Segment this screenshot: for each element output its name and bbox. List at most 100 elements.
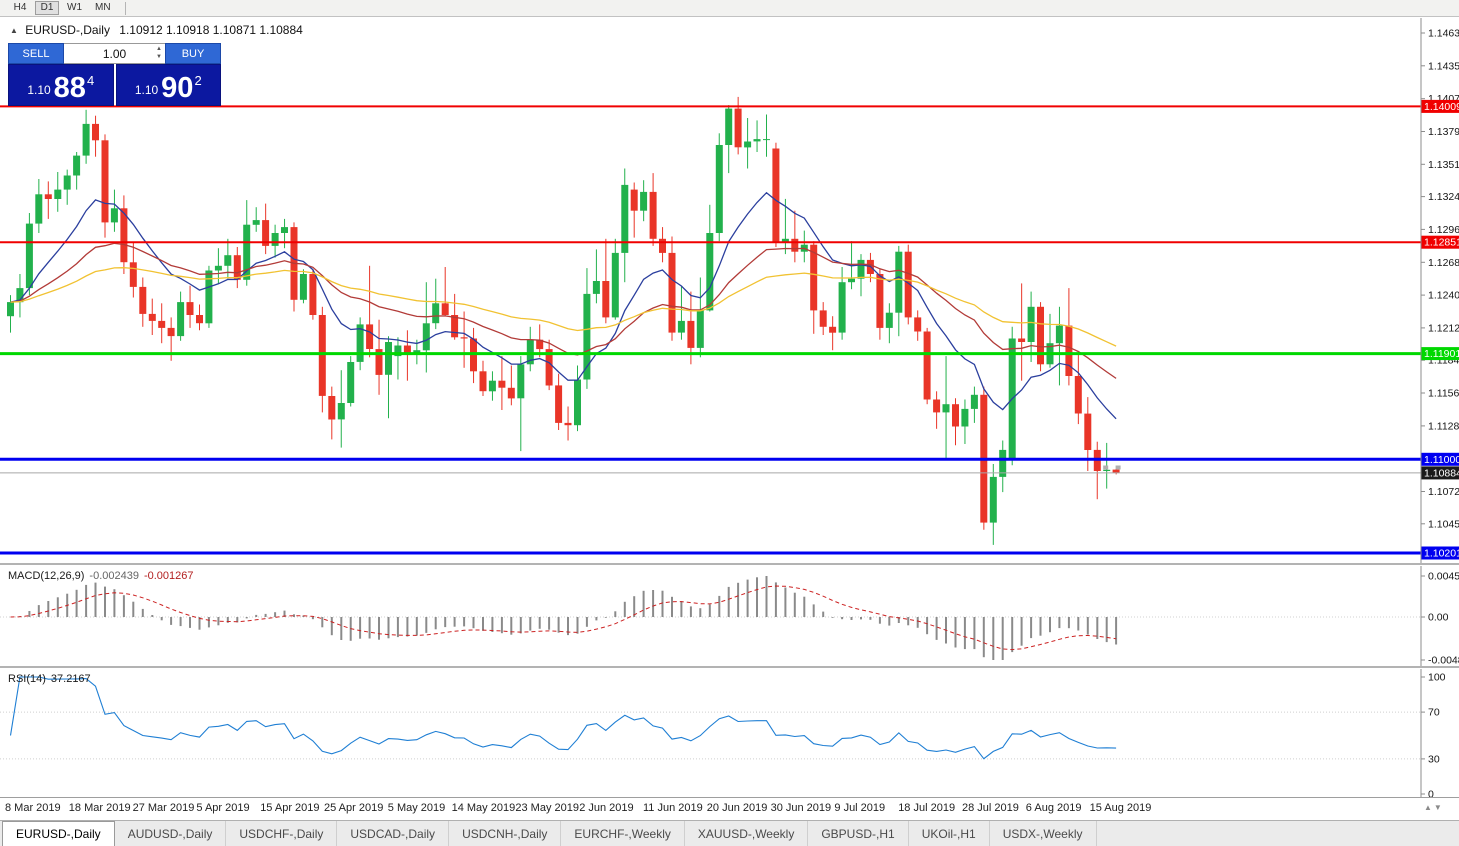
axis-scroll-arrows[interactable]: ▲▼ xyxy=(1424,803,1444,812)
level-price-badge-1.12851 xyxy=(1421,235,1459,249)
candle-body xyxy=(1065,325,1073,376)
date-label: 30 Jun 2019 xyxy=(770,802,832,814)
date-label: 14 May 2019 xyxy=(451,802,516,814)
candle-body xyxy=(507,387,515,399)
moving-average-30 xyxy=(10,242,1117,379)
candle-body xyxy=(885,312,893,328)
chart-tab-eurusd-daily[interactable]: EURUSD-,Daily xyxy=(2,821,115,846)
toolbar-divider xyxy=(124,1,126,15)
candle-body xyxy=(933,399,941,413)
candle-body xyxy=(262,220,270,246)
macd-signal-value: -0.001267 xyxy=(143,570,194,582)
candle-body xyxy=(205,270,213,324)
volume-value: 1.00 xyxy=(102,46,127,61)
candle-body xyxy=(318,315,326,396)
candle-body xyxy=(299,274,307,300)
price-tick-label: 1.13795 xyxy=(1428,126,1459,138)
date-label: 18 Mar 2019 xyxy=(68,802,131,814)
candle-body xyxy=(196,315,203,324)
chart-tab-usdcnh-daily[interactable]: USDCNH-,Daily xyxy=(449,821,562,846)
candle-body xyxy=(1112,469,1120,473)
date-axis[interactable]: 8 Mar 2019 18 Mar 2019 27 Mar 2019 5 Apr 20… xyxy=(0,798,1421,820)
chart-tabbar: EURUSD-,Daily AUDUSD-,Daily USDCHF-,Daily U… xyxy=(0,820,1459,846)
candle-body xyxy=(536,339,544,350)
macd-indicator-panel[interactable]: 0.004517 0.00 -0.004806 xyxy=(0,566,1459,667)
main-price-chart[interactable]: 1.146351.143551.140751.137951.135151.132… xyxy=(0,18,1459,563)
panel-divider-rsi[interactable] xyxy=(0,666,1459,668)
sell-price-box[interactable]: 1.10 88 4 xyxy=(8,64,114,106)
candle-body xyxy=(696,310,704,348)
candle-body xyxy=(895,251,903,313)
chart-tab-usdx-weekly[interactable]: USDX-,Weekly xyxy=(990,821,1097,846)
candle-body xyxy=(1103,469,1111,471)
candle-body xyxy=(810,244,818,311)
candle-body xyxy=(148,313,156,321)
timeframe-d1-button[interactable]: D1 xyxy=(35,1,59,15)
buy-price-prefix: 1.10 xyxy=(134,83,159,97)
moving-average-60 xyxy=(10,267,1117,347)
chart-tab-usdchf-daily[interactable]: USDCHF-,Daily xyxy=(226,821,338,846)
candle-body xyxy=(233,255,241,280)
candle-body xyxy=(904,251,912,318)
scroll-up-icon[interactable]: ▲ xyxy=(1424,803,1434,812)
buy-button[interactable]: BUY xyxy=(165,43,221,64)
date-label: 28 Jul 2019 xyxy=(962,802,1019,814)
level-price-badge-1.11901 xyxy=(1421,347,1459,361)
macd-name: MACD(12,26,9) xyxy=(8,570,85,582)
chart-tab-audusd-daily[interactable]: AUDUSD-,Daily xyxy=(115,821,227,846)
candle-body xyxy=(1018,338,1026,342)
candle-body xyxy=(526,339,534,365)
moving-average-12 xyxy=(10,191,1117,420)
price-tick-label: 1.13240 xyxy=(1428,191,1459,203)
scroll-down-icon[interactable]: ▼ xyxy=(1433,803,1444,812)
timeframe-w1-button[interactable]: W1 xyxy=(62,1,87,15)
candle-body xyxy=(781,238,789,243)
chart-tab-usdcad-daily[interactable]: USDCAD-,Daily xyxy=(337,821,450,846)
candle-body xyxy=(214,265,222,271)
candle-body xyxy=(44,194,52,199)
timeframe-mn-button[interactable]: MN xyxy=(90,1,116,15)
price-tick-label: 1.12680 xyxy=(1428,257,1459,269)
candle-body xyxy=(772,148,780,243)
candle-body xyxy=(309,274,317,315)
timeframe-h4-button[interactable]: H4 xyxy=(8,1,32,15)
buy-price-box[interactable]: 1.10 90 2 xyxy=(115,64,221,106)
chart-tab-ukoil-h1[interactable]: UKOil-,H1 xyxy=(909,821,990,846)
level-price-badge-1.14009 xyxy=(1421,99,1459,113)
level-price-badge-1.10201 xyxy=(1421,546,1459,560)
sell-button[interactable]: SELL xyxy=(8,43,64,64)
rsi-indicator-panel[interactable]: 100 70 30 0 xyxy=(0,669,1459,801)
candle-body xyxy=(356,324,364,362)
collapse-triangle-icon[interactable]: ▲ xyxy=(10,26,18,35)
candlestick-series xyxy=(7,96,1120,545)
date-label: 25 Apr 2019 xyxy=(324,802,384,814)
candle-body xyxy=(375,349,383,375)
candle-body xyxy=(819,310,827,327)
chart-symbol-title: ▲ EURUSD-,Daily 1.10912 1.10918 1.10871 … xyxy=(10,23,303,37)
chart-tab-xauusd-weekly[interactable]: XAUUSD-,Weekly xyxy=(685,821,809,846)
chart-tab-eurchf-weekly[interactable]: EURCHF-,Weekly xyxy=(561,821,685,846)
price-tick-label: 1.10725 xyxy=(1428,486,1459,498)
date-label: 5 Apr 2019 xyxy=(196,802,250,814)
volume-stepper[interactable]: ▲ ▼ xyxy=(156,45,162,61)
rsi-label: RSI(14) 37.2167 xyxy=(8,673,91,685)
price-marker xyxy=(1103,465,1109,470)
date-label: 20 Jun 2019 xyxy=(706,802,768,814)
stepper-up-icon[interactable]: ▲ xyxy=(156,46,162,52)
rsi-axis-label: 30 xyxy=(1428,753,1440,765)
candle-body xyxy=(488,380,496,392)
candle-body xyxy=(725,108,733,145)
chart-tab-gbpusd-h1[interactable]: GBPUSD-,H1 xyxy=(808,821,909,846)
candle-body xyxy=(139,286,147,314)
panel-divider-macd[interactable] xyxy=(0,563,1459,565)
svg-text:1.10201: 1.10201 xyxy=(1424,548,1459,560)
candle-body xyxy=(659,238,666,253)
candle-body xyxy=(838,282,846,333)
candle-body xyxy=(167,327,175,337)
stepper-down-icon[interactable]: ▼ xyxy=(156,54,162,60)
candle-body xyxy=(914,317,922,332)
one-click-trading-panel: SELL 1.00 ▲ ▼ BUY 1.10 88 4 1.10 90 2 xyxy=(8,43,221,106)
candle-body xyxy=(337,403,345,420)
candle-body xyxy=(791,238,799,252)
volume-input[interactable]: 1.00 ▲ ▼ xyxy=(64,43,165,64)
